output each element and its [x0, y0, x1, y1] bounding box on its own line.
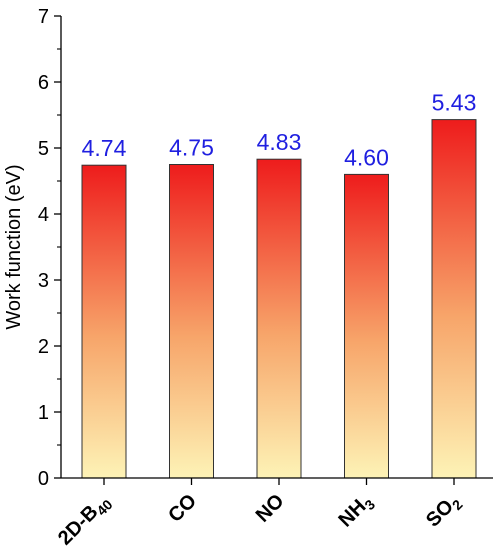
y-tick-label-1: 1	[38, 402, 49, 424]
data-label-2: 4.83	[257, 129, 302, 155]
category-label-2: NO	[252, 490, 289, 527]
y-tick-label-2: 2	[38, 336, 49, 358]
bar-3	[344, 173, 389, 479]
category-label-3: NH3	[335, 490, 379, 534]
bar-1	[169, 164, 214, 479]
y-tick-label-0: 0	[38, 468, 49, 490]
y-axis-title: Work function (eV)	[3, 164, 25, 329]
y-tick-label-3: 3	[38, 270, 49, 292]
category-label-1: CO	[164, 490, 201, 527]
y-tick-label-6: 6	[38, 72, 49, 94]
category-label-0: 2D-B40	[54, 490, 116, 547]
category-label-4: SO2	[422, 490, 466, 534]
y-tick-label-7: 7	[38, 6, 49, 28]
y-tick-label-5: 5	[38, 138, 49, 160]
bar-4	[431, 119, 477, 479]
data-label-0: 4.74	[82, 135, 127, 161]
bar-0	[81, 164, 127, 479]
data-label-3: 4.60	[344, 144, 389, 170]
data-label-1: 4.75	[169, 135, 214, 161]
bar-2	[256, 158, 302, 479]
y-tick-label-4: 4	[38, 204, 49, 226]
data-label-4: 5.43	[432, 90, 477, 116]
